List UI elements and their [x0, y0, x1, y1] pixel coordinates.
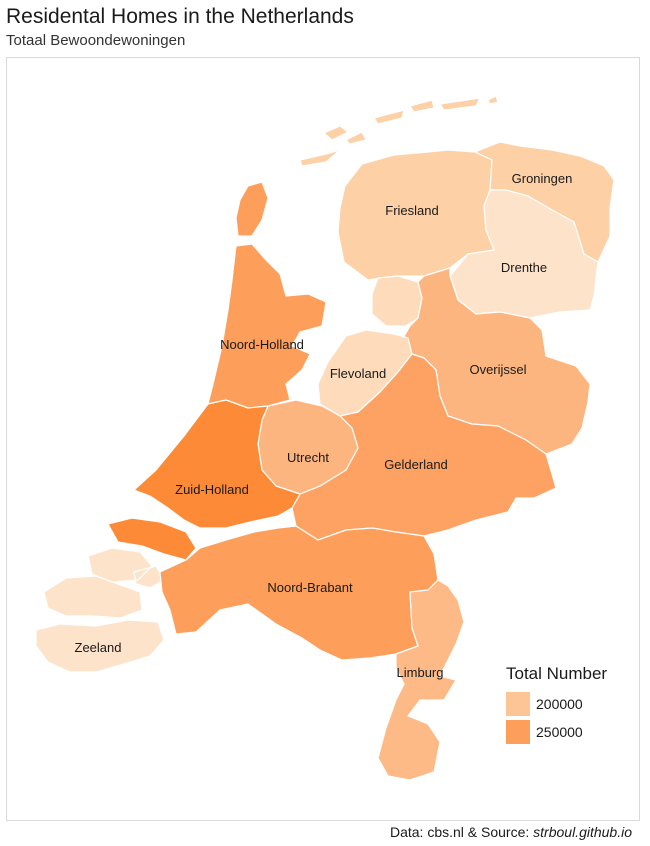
caption: Data: cbs.nl & Source: strboul.github.io: [390, 824, 632, 840]
province-noord-holland: [207, 243, 327, 409]
texel-island: [235, 181, 269, 237]
province-limburg: [377, 579, 465, 781]
chart-subtitle: Totaal Bewoondewoningen: [6, 32, 186, 49]
province-drenthe: [449, 189, 599, 319]
map-panel: [6, 57, 640, 821]
chart-title: Residental Homes in the Netherlands: [6, 5, 354, 28]
label-limburg: Limburg: [397, 665, 444, 680]
legend-label: 250000: [536, 724, 583, 740]
legend-swatch: [506, 720, 530, 744]
legend: Total Number 200000 250000: [506, 664, 607, 746]
label-noord-brabant: Noord-Brabant: [267, 580, 353, 595]
wadden-islands: [299, 95, 499, 167]
label-utrecht: Utrecht: [287, 450, 329, 465]
zuid-holland-islands: [107, 517, 197, 561]
legend-item: 200000: [506, 690, 607, 718]
label-drenthe: Drenthe: [501, 260, 547, 275]
label-noord-holland: Noord-Holland: [220, 337, 304, 352]
label-gelderland: Gelderland: [384, 457, 448, 472]
province-zeeland: [35, 547, 165, 673]
label-zuid-holland: Zuid-Holland: [175, 482, 249, 497]
legend-item: 250000: [506, 718, 607, 746]
legend-swatch: [506, 692, 530, 716]
label-friesland: Friesland: [385, 203, 438, 218]
legend-label: 200000: [536, 696, 583, 712]
label-groningen: Groningen: [512, 171, 573, 186]
legend-title: Total Number: [506, 664, 608, 683]
label-flevoland: Flevoland: [330, 366, 386, 381]
caption-prefix: Data: cbs.nl & Source:: [389, 824, 534, 840]
label-overijssel: Overijssel: [469, 362, 526, 377]
province-zuid-holland: [133, 399, 301, 529]
noordoostpolder: [371, 275, 423, 327]
caption-source: strboul.github.io: [533, 824, 632, 840]
label-zeeland: Zeeland: [75, 640, 122, 655]
